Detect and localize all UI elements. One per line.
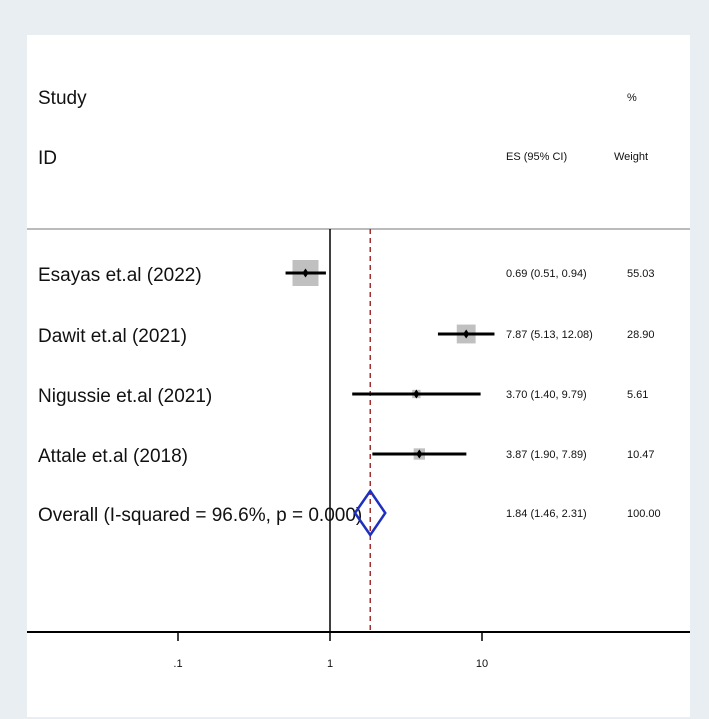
overall-weight: 100.00 — [627, 508, 661, 520]
overall-label: Overall (I-squared = 96.6%, p = 0.000) — [38, 505, 362, 526]
study-label: Attale et.al (2018) — [38, 446, 188, 467]
x-axis-ticks: .1 1 10 — [173, 632, 488, 670]
study-label: Dawit et.al (2021) — [38, 326, 187, 347]
header-es: ES (95% CI) — [506, 151, 567, 163]
overall-row: Overall (I-squared = 96.6%, p = 0.000) 1.… — [38, 488, 661, 538]
header-id: ID — [38, 148, 57, 169]
study-weight: 28.90 — [627, 329, 655, 341]
x-tick-label: 1 — [327, 658, 333, 670]
point-estimate — [416, 449, 423, 459]
x-tick-label: 10 — [476, 658, 488, 670]
header-study: Study — [38, 88, 87, 109]
point-estimate — [302, 268, 309, 278]
study-rows: Esayas et.al (2022) 0.69 (0.51, 0.94) 55.0… — [38, 260, 655, 467]
plot-panel — [27, 35, 690, 717]
overall-es-ci: 1.84 (1.46, 2.31) — [506, 508, 587, 520]
header-percent: % — [627, 92, 637, 104]
study-weight: 55.03 — [627, 268, 655, 280]
study-label: Nigussie et.al (2021) — [38, 386, 212, 407]
overall-diamond — [353, 488, 387, 538]
x-tick-label: .1 — [173, 658, 182, 670]
study-row: Dawit et.al (2021) 7.87 (5.13, 12.08) 28.9… — [38, 324, 655, 347]
study-row: Nigussie et.al (2021) 3.70 (1.40, 9.79) 5.… — [38, 386, 648, 407]
point-estimate — [413, 389, 420, 399]
study-weight: 5.61 — [627, 389, 648, 401]
study-es-ci: 3.70 (1.40, 9.79) — [506, 389, 587, 401]
point-estimate — [463, 329, 470, 339]
study-es-ci: 7.87 (5.13, 12.08) — [506, 329, 593, 341]
header-weight: Weight — [614, 151, 648, 163]
study-row: Attale et.al (2018) 3.87 (1.90, 7.89) 10.4… — [38, 446, 655, 467]
study-weight: 10.47 — [627, 449, 655, 461]
study-es-ci: 3.87 (1.90, 7.89) — [506, 449, 587, 461]
study-row: Esayas et.al (2022) 0.69 (0.51, 0.94) 55.0… — [38, 260, 655, 286]
study-label: Esayas et.al (2022) — [38, 265, 202, 286]
study-es-ci: 0.69 (0.51, 0.94) — [506, 268, 587, 280]
